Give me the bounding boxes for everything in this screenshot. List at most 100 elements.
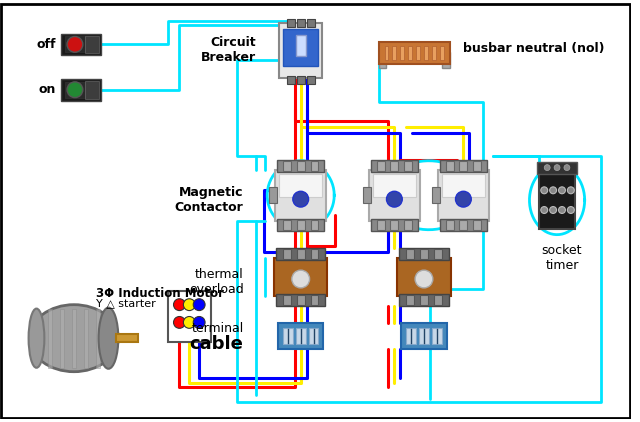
Text: Y △ starter: Y △ starter: [95, 299, 156, 309]
Bar: [310, 295, 319, 305]
Bar: [277, 219, 324, 231]
Bar: [420, 295, 428, 305]
Ellipse shape: [99, 308, 118, 369]
Bar: [442, 52, 449, 68]
Bar: [278, 323, 323, 349]
Bar: [440, 46, 444, 60]
Bar: [307, 76, 314, 84]
Bar: [297, 76, 305, 84]
Text: terminal: terminal: [191, 322, 244, 335]
Text: thermal
overload: thermal overload: [189, 268, 244, 296]
Circle shape: [193, 299, 205, 311]
Bar: [434, 295, 442, 305]
Bar: [424, 46, 428, 60]
Bar: [84, 35, 99, 53]
Bar: [404, 220, 412, 230]
Bar: [440, 160, 487, 172]
Circle shape: [67, 82, 83, 97]
Bar: [440, 219, 487, 231]
Text: Magnetic
Contactor: Magnetic Contactor: [175, 186, 244, 214]
Bar: [297, 220, 305, 230]
Bar: [65, 82, 84, 97]
Bar: [277, 160, 324, 172]
Bar: [406, 295, 414, 305]
Bar: [445, 220, 454, 230]
Circle shape: [554, 165, 560, 170]
Bar: [310, 161, 319, 170]
Circle shape: [544, 165, 550, 170]
Circle shape: [387, 191, 403, 207]
Bar: [392, 46, 396, 60]
Bar: [420, 249, 428, 259]
Bar: [116, 334, 138, 342]
Bar: [283, 295, 291, 305]
Bar: [287, 76, 295, 84]
Text: busbar neutral (nol): busbar neutral (nol): [463, 42, 605, 55]
Bar: [48, 308, 52, 368]
Circle shape: [568, 206, 574, 214]
Bar: [376, 161, 385, 170]
Bar: [287, 19, 295, 27]
Circle shape: [193, 316, 205, 328]
Bar: [279, 173, 323, 197]
Bar: [400, 46, 404, 60]
Bar: [408, 46, 412, 60]
Bar: [283, 29, 319, 66]
Bar: [84, 81, 99, 99]
Bar: [399, 294, 449, 306]
Bar: [445, 161, 454, 170]
Circle shape: [456, 191, 471, 207]
Bar: [442, 173, 485, 197]
Bar: [379, 42, 449, 64]
Bar: [363, 187, 371, 203]
Circle shape: [173, 299, 186, 311]
Circle shape: [541, 187, 548, 194]
Circle shape: [173, 316, 186, 328]
Bar: [276, 249, 325, 260]
Text: off: off: [36, 38, 56, 51]
Bar: [371, 219, 418, 231]
Circle shape: [67, 36, 83, 52]
Ellipse shape: [29, 308, 44, 368]
Bar: [379, 52, 387, 68]
Bar: [438, 170, 489, 221]
Text: Circuit
Breaker: Circuit Breaker: [201, 35, 257, 63]
Bar: [473, 161, 481, 170]
Bar: [275, 170, 326, 221]
Bar: [60, 308, 64, 368]
Bar: [283, 249, 291, 259]
Text: cable: cable: [189, 335, 244, 353]
Ellipse shape: [29, 305, 118, 372]
Bar: [406, 249, 414, 259]
Bar: [401, 323, 447, 349]
Bar: [390, 161, 398, 170]
Bar: [538, 162, 577, 173]
Bar: [72, 308, 76, 368]
Bar: [65, 36, 84, 52]
Bar: [296, 35, 306, 56]
Bar: [460, 220, 467, 230]
Bar: [419, 328, 429, 344]
Bar: [296, 328, 306, 344]
Bar: [404, 161, 412, 170]
Circle shape: [293, 191, 308, 207]
Bar: [376, 220, 385, 230]
Bar: [84, 308, 88, 368]
Circle shape: [292, 270, 310, 288]
Bar: [432, 187, 440, 203]
Bar: [310, 220, 319, 230]
Circle shape: [184, 316, 195, 328]
Bar: [390, 220, 398, 230]
Bar: [416, 46, 420, 60]
Bar: [61, 79, 100, 100]
Bar: [95, 308, 100, 368]
Bar: [432, 328, 442, 344]
Bar: [473, 220, 481, 230]
Circle shape: [550, 206, 557, 214]
Text: socket
timer: socket timer: [541, 243, 582, 271]
Bar: [297, 19, 305, 27]
Text: 3Φ Induction Motor: 3Φ Induction Motor: [95, 287, 223, 300]
Bar: [406, 328, 416, 344]
Bar: [460, 161, 467, 170]
Bar: [397, 258, 451, 296]
